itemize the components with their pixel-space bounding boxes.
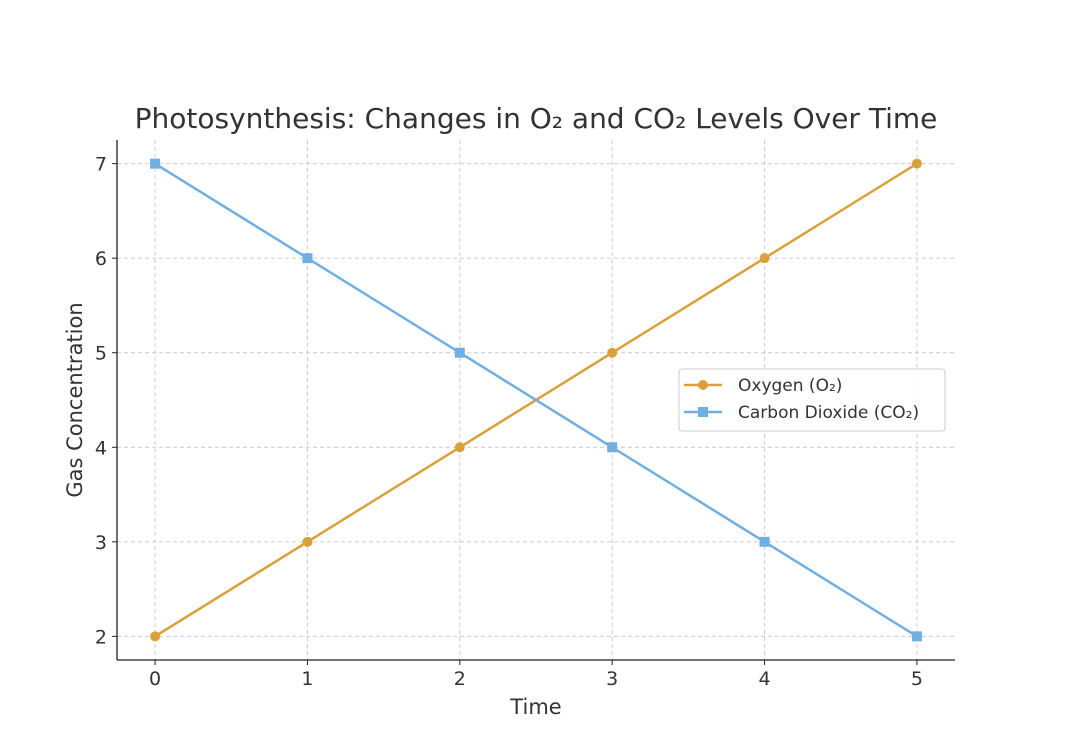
y-tick-label: 6 — [95, 248, 107, 270]
data-point-oxygen — [302, 536, 313, 547]
legend-box — [678, 368, 946, 432]
data-point-oxygen — [150, 631, 161, 642]
legend-marker-co2 — [698, 407, 708, 417]
x-tick-label: 2 — [454, 668, 466, 690]
series-line-1 — [154, 162, 918, 638]
y-axis-label: Gas Concentration — [63, 302, 87, 497]
data-point-oxygen — [911, 158, 922, 169]
ticks: 0 1 2 3 4 5 2 3 4 5 6 7 — [95, 154, 923, 690]
legend-marker-oxygen — [698, 380, 708, 390]
x-tick-label: 4 — [758, 668, 770, 690]
chart-title: Photosynthesis: Changes in O₂ and CO₂ Le… — [135, 102, 938, 135]
y-tick-label: 2 — [95, 626, 107, 648]
y-tick-label: 7 — [95, 154, 107, 176]
series-group — [150, 158, 922, 642]
x-tick-label: 3 — [606, 668, 618, 690]
data-point-co2 — [454, 347, 465, 358]
y-tick-label: 5 — [95, 343, 107, 365]
legend-label-co2: Carbon Dioxide (CO₂) — [738, 403, 919, 423]
x-tick-label: 5 — [911, 668, 923, 690]
data-point-co2 — [759, 536, 770, 547]
y-tick-label: 4 — [95, 437, 107, 459]
data-point-oxygen — [454, 442, 465, 453]
x-tick-label: 1 — [301, 668, 313, 690]
legend: Oxygen (O₂) Carbon Dioxide (CO₂) — [678, 368, 946, 432]
axes — [116, 140, 955, 661]
data-point-co2 — [150, 158, 161, 169]
data-point-oxygen — [607, 347, 618, 358]
legend-label-oxygen: Oxygen (O₂) — [738, 376, 842, 396]
data-point-oxygen — [759, 253, 770, 264]
x-axis-label: Time — [509, 695, 561, 719]
x-tick-label: 0 — [149, 668, 161, 690]
y-tick-label: 3 — [95, 532, 107, 554]
data-point-co2 — [607, 442, 618, 453]
data-point-co2 — [911, 631, 922, 642]
data-point-co2 — [302, 253, 313, 264]
